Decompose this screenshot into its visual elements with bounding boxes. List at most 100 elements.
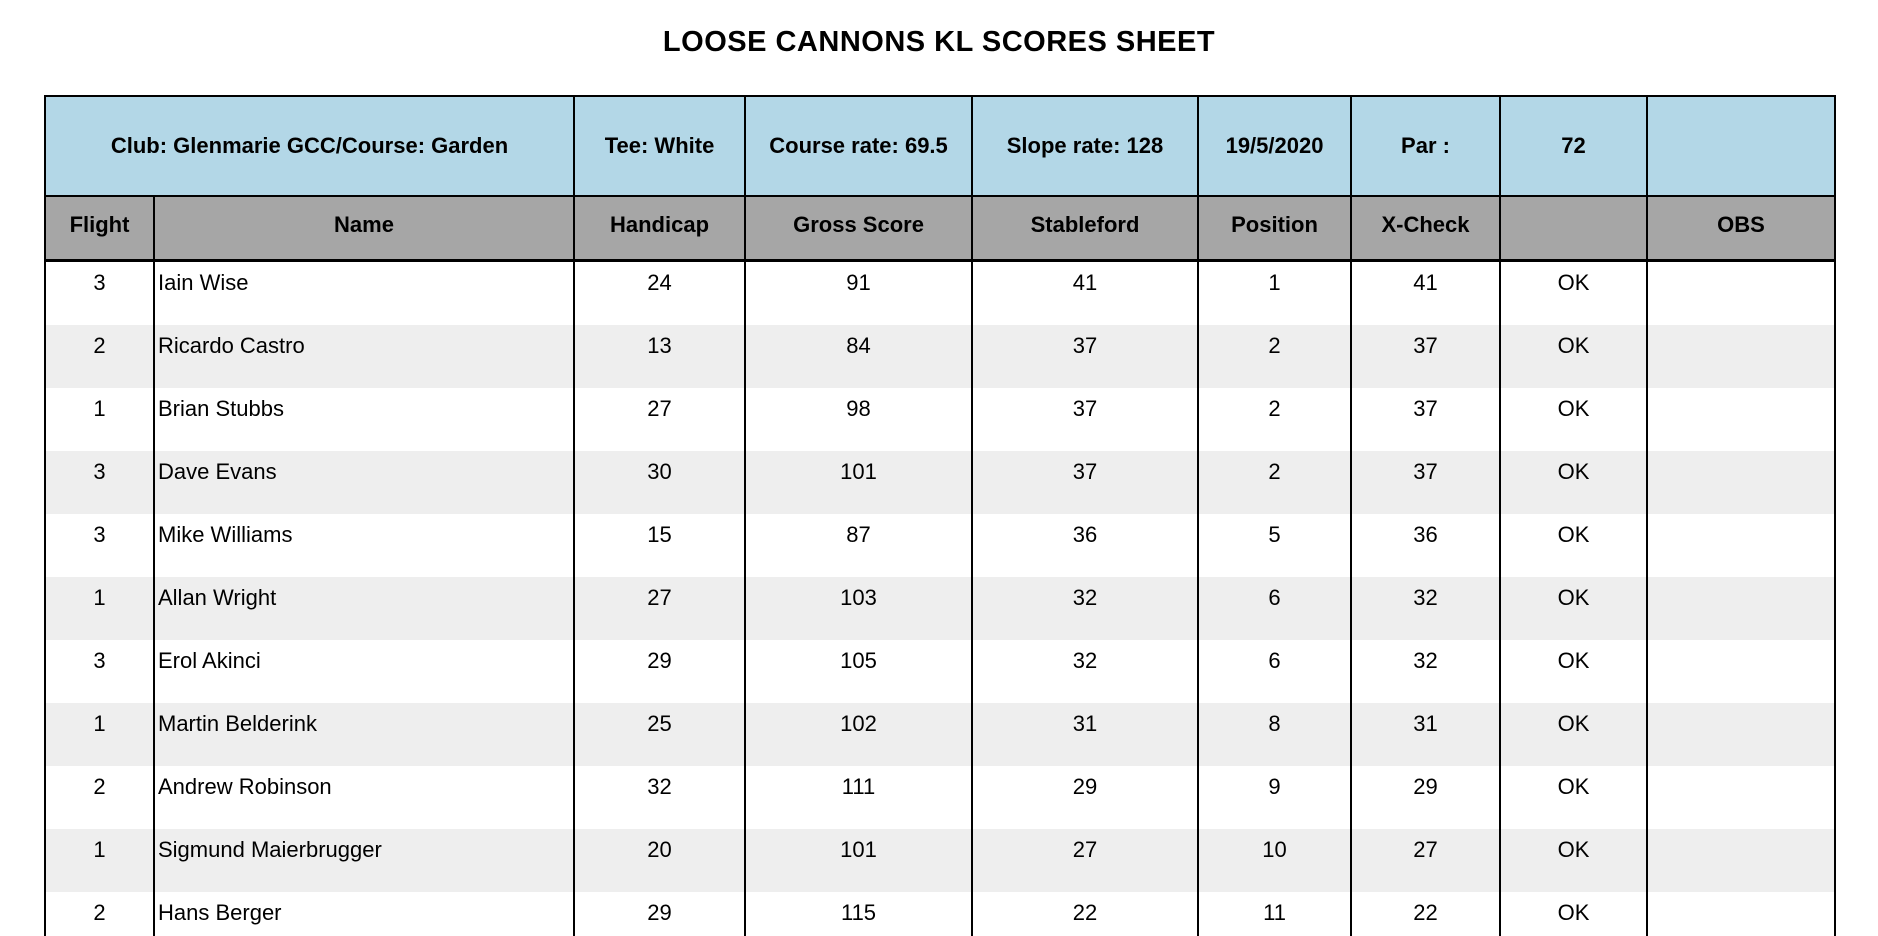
cell-position: 6 bbox=[1197, 577, 1353, 640]
cell-stableford: 32 bbox=[971, 640, 1200, 703]
info-row: Club: Glenmarie GCC/Course: Garden Tee: … bbox=[43, 95, 1837, 197]
cell-handicap: 15 bbox=[573, 514, 747, 577]
cell-gross-score: 103 bbox=[744, 577, 974, 640]
cell-check: OK bbox=[1499, 703, 1649, 766]
par-value-cell: 72 bbox=[1499, 95, 1649, 197]
cell-name: Sigmund Maierbrugger bbox=[152, 829, 576, 892]
table-row: 3 Mike Williams 15 87 36 5 36 OK bbox=[44, 514, 1837, 577]
col-header-x-check: X-Check bbox=[1350, 195, 1502, 262]
cell-obs bbox=[1646, 703, 1837, 766]
cell-gross-score: 91 bbox=[744, 260, 974, 325]
cell-stableford: 31 bbox=[971, 703, 1200, 766]
cell-gross-score: 101 bbox=[744, 451, 974, 514]
tee-cell: Tee: White bbox=[573, 95, 747, 197]
cell-x-check: 31 bbox=[1350, 703, 1502, 766]
cell-handicap: 32 bbox=[573, 766, 747, 829]
col-header-position: Position bbox=[1197, 195, 1353, 262]
cell-stableford: 29 bbox=[971, 766, 1200, 829]
cell-name: Ricardo Castro bbox=[152, 325, 576, 388]
cell-name: Brian Stubbs bbox=[152, 388, 576, 451]
cell-check: OK bbox=[1499, 325, 1649, 388]
cell-flight: 1 bbox=[44, 388, 155, 451]
cell-x-check: 22 bbox=[1350, 892, 1502, 936]
cell-gross-score: 105 bbox=[744, 640, 974, 703]
cell-obs bbox=[1646, 766, 1837, 829]
club-course-cell: Club: Glenmarie GCC/Course: Garden bbox=[43, 95, 576, 197]
cell-flight: 3 bbox=[44, 640, 155, 703]
cell-obs bbox=[1646, 451, 1837, 514]
column-header-row: Flight Name Handicap Gross Score Stablef… bbox=[44, 195, 1837, 262]
cell-name: Erol Akinci bbox=[152, 640, 576, 703]
cell-handicap: 24 bbox=[573, 260, 747, 325]
cell-flight: 3 bbox=[44, 514, 155, 577]
col-header-gross-score: Gross Score bbox=[744, 195, 974, 262]
cell-check: OK bbox=[1499, 829, 1649, 892]
cell-position: 8 bbox=[1197, 703, 1353, 766]
table-row: 1 Brian Stubbs 27 98 37 2 37 OK bbox=[44, 388, 1837, 451]
info-blank-cell bbox=[1646, 95, 1837, 197]
cell-name: Andrew Robinson bbox=[152, 766, 576, 829]
cell-position: 1 bbox=[1197, 260, 1353, 325]
cell-obs bbox=[1646, 640, 1837, 703]
cell-obs bbox=[1646, 514, 1837, 577]
cell-name: Allan Wright bbox=[152, 577, 576, 640]
cell-position: 2 bbox=[1197, 325, 1353, 388]
table-row: 1 Martin Belderink 25 102 31 8 31 OK bbox=[44, 703, 1837, 766]
cell-position: 2 bbox=[1197, 451, 1353, 514]
cell-gross-score: 102 bbox=[744, 703, 974, 766]
table-row: 2 Ricardo Castro 13 84 37 2 37 OK bbox=[44, 325, 1837, 388]
cell-x-check: 32 bbox=[1350, 640, 1502, 703]
cell-position: 6 bbox=[1197, 640, 1353, 703]
cell-gross-score: 101 bbox=[744, 829, 974, 892]
cell-flight: 1 bbox=[44, 829, 155, 892]
table-row: 3 Erol Akinci 29 105 32 6 32 OK bbox=[44, 640, 1837, 703]
cell-x-check: 29 bbox=[1350, 766, 1502, 829]
cell-x-check: 41 bbox=[1350, 260, 1502, 325]
course-rate-cell: Course rate: 69.5 bbox=[744, 95, 974, 197]
cell-gross-score: 115 bbox=[744, 892, 974, 936]
cell-x-check: 32 bbox=[1350, 577, 1502, 640]
date-cell: 19/5/2020 bbox=[1197, 95, 1353, 197]
col-header-check bbox=[1499, 195, 1649, 262]
cell-position: 5 bbox=[1197, 514, 1353, 577]
cell-handicap: 29 bbox=[573, 892, 747, 936]
cell-x-check: 37 bbox=[1350, 451, 1502, 514]
table-row: 3 Dave Evans 30 101 37 2 37 OK bbox=[44, 451, 1837, 514]
cell-obs bbox=[1646, 577, 1837, 640]
cell-check: OK bbox=[1499, 260, 1649, 325]
cell-flight: 2 bbox=[44, 325, 155, 388]
cell-stableford: 32 bbox=[971, 577, 1200, 640]
cell-stableford: 27 bbox=[971, 829, 1200, 892]
cell-x-check: 37 bbox=[1350, 325, 1502, 388]
cell-check: OK bbox=[1499, 514, 1649, 577]
cell-gross-score: 87 bbox=[744, 514, 974, 577]
cell-name: Dave Evans bbox=[152, 451, 576, 514]
cell-flight: 3 bbox=[44, 451, 155, 514]
cell-obs bbox=[1646, 829, 1837, 892]
slope-rate-cell: Slope rate: 128 bbox=[971, 95, 1200, 197]
col-header-handicap: Handicap bbox=[573, 195, 747, 262]
cell-check: OK bbox=[1499, 577, 1649, 640]
cell-gross-score: 98 bbox=[744, 388, 974, 451]
cell-name: Hans Berger bbox=[152, 892, 576, 936]
page-title: LOOSE CANNONS KL SCORES SHEET bbox=[662, 26, 1216, 58]
cell-obs bbox=[1646, 260, 1837, 325]
cell-x-check: 36 bbox=[1350, 514, 1502, 577]
cell-handicap: 25 bbox=[573, 703, 747, 766]
cell-stableford: 22 bbox=[971, 892, 1200, 936]
cell-position: 10 bbox=[1197, 829, 1353, 892]
cell-obs bbox=[1646, 325, 1837, 388]
cell-x-check: 27 bbox=[1350, 829, 1502, 892]
cell-stableford: 36 bbox=[971, 514, 1200, 577]
cell-stableford: 41 bbox=[971, 260, 1200, 325]
cell-flight: 3 bbox=[44, 260, 155, 325]
cell-check: OK bbox=[1499, 766, 1649, 829]
col-header-stableford: Stableford bbox=[971, 195, 1200, 262]
cell-name: Iain Wise bbox=[152, 260, 576, 325]
cell-handicap: 30 bbox=[573, 451, 747, 514]
table-row: 2 Hans Berger 29 115 22 11 22 OK bbox=[44, 892, 1837, 936]
cell-position: 11 bbox=[1197, 892, 1353, 936]
col-header-obs: OBS bbox=[1646, 195, 1837, 262]
cell-handicap: 27 bbox=[573, 577, 747, 640]
